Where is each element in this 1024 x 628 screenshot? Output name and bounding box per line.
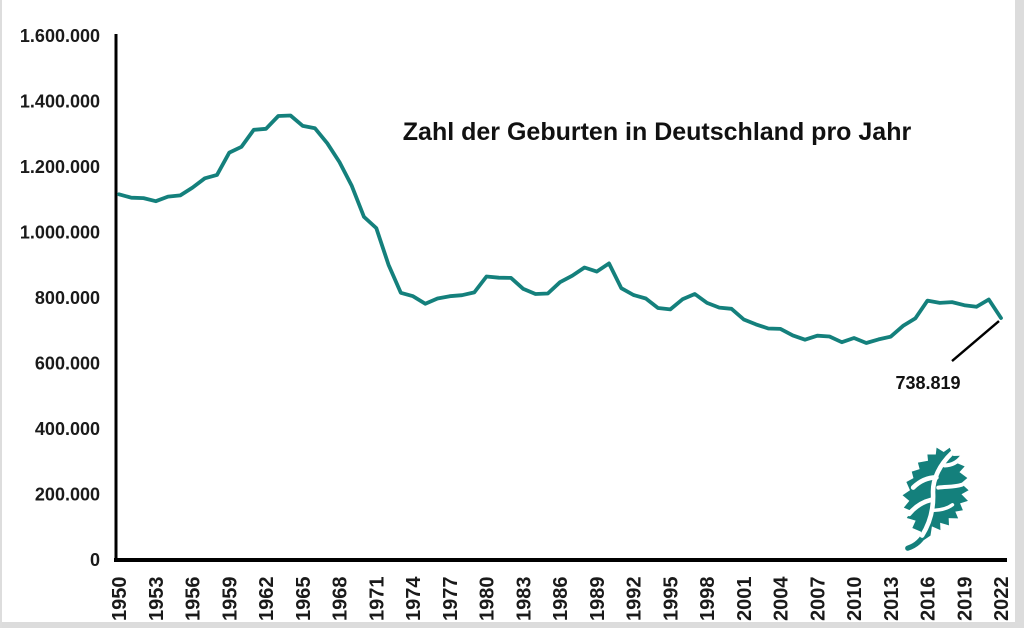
y-axis-tick-labels: 0 200.000 400.000 600.000 800.000 1.000.000 1.… [20, 26, 100, 570]
x-axis-tick-labels: 1950 1953 1956 1959 1962 1965 1968 1971 1974 1977… [109, 576, 1013, 621]
x-tick-label: 1992 [624, 577, 646, 622]
x-tick-label: 1983 [513, 577, 535, 622]
leaf-vein [910, 475, 939, 490]
y-tick-label: 1.600.000 [20, 26, 100, 46]
screen-edge-bottom [0, 622, 1024, 628]
leaf-main-vein [919, 450, 955, 538]
y-tick-label: 0 [90, 550, 100, 570]
x-tick-label: 2022 [991, 577, 1013, 622]
x-tick-label: 1980 [477, 577, 499, 622]
x-tick-label: 1974 [403, 576, 425, 621]
x-tick-label: 1956 [183, 577, 205, 622]
x-tick-label: 1968 [330, 577, 352, 622]
x-tick-label: 2007 [807, 577, 829, 622]
x-tick-label: 1962 [256, 577, 278, 622]
y-tick-label: 1.000.000 [20, 223, 100, 243]
x-tick-label: 1989 [587, 577, 609, 622]
annotation-value-label: 738.819 [895, 373, 960, 393]
x-tick-label: 2010 [844, 577, 866, 622]
x-tick-label: 2016 [918, 577, 940, 622]
x-tick-label: 2019 [954, 577, 976, 622]
x-tick-label: 1959 [219, 577, 241, 622]
screen-edge-left [0, 0, 2, 628]
x-tick-label: 1953 [146, 577, 168, 622]
leaf-vein [936, 482, 964, 490]
y-tick-label: 200.000 [35, 485, 100, 505]
x-tick-label: 2013 [881, 577, 903, 622]
x-tick-label: 2001 [734, 577, 756, 622]
births-series-line [117, 113, 1003, 345]
annotation-pointer-line [951, 320, 1000, 362]
x-tick-label: 1977 [440, 577, 462, 622]
leaf-logo [902, 447, 969, 551]
x-tick-label: 1971 [366, 577, 388, 622]
leaf-veins [906, 450, 964, 538]
x-tick-label: 1995 [660, 577, 682, 622]
y-tick-label: 400.000 [35, 419, 100, 439]
y-tick-label: 800.000 [35, 288, 100, 308]
leaf-vein [932, 503, 955, 513]
leaf-icon [902, 447, 969, 541]
y-tick-label: 1.200.000 [20, 157, 100, 177]
x-tick-label: 2004 [771, 576, 793, 621]
screen-edge-right [1015, 0, 1024, 628]
x-tick-label: 1965 [293, 577, 315, 622]
chart-title: Zahl der Geburten in Deutschland pro Jah… [403, 118, 912, 146]
leaf-vein [942, 455, 964, 468]
y-tick-label: 1.400.000 [20, 92, 100, 112]
x-tick-label: 1998 [697, 577, 719, 622]
y-tick-label: 600.000 [35, 354, 100, 374]
x-tick-label: 1986 [550, 577, 572, 622]
x-tick-label: 1950 [109, 577, 131, 622]
leaf-vein [906, 497, 934, 517]
